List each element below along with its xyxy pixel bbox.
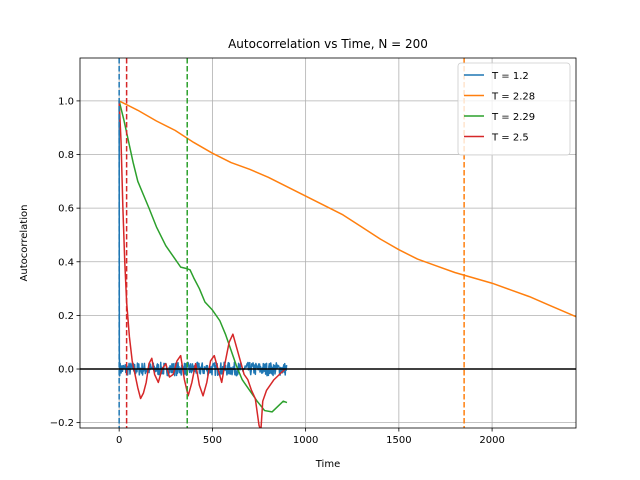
x-tick-label: 2000 [479, 435, 504, 446]
legend-entry: T = 2.29 [491, 112, 535, 123]
legend-box [457, 62, 571, 156]
x-tick-label: 1500 [386, 435, 411, 446]
legend: T = 1.2 T = 2.28 T = 2.29 T = 2.5 [457, 62, 571, 156]
y-tick-label: 0.2 [58, 311, 74, 322]
x-tick-label: 0 [116, 435, 122, 446]
series-layer [118, 100, 576, 428]
plot-frame [79, 57, 577, 429]
x-axis-label: Time [315, 459, 340, 470]
series-line-0 [118, 100, 288, 377]
y-tick-label: 1.0 [58, 96, 74, 107]
series-line-3 [118, 100, 286, 428]
chart-title: Autocorrelation vs Time, N = 200 [228, 37, 428, 51]
legend-entry: T = 2.28 [491, 92, 535, 103]
cutoff-lines [118, 58, 465, 428]
y-tick-label: 0.0 [58, 365, 74, 376]
x-tick-label: 1000 [293, 435, 318, 446]
legend-entry: T = 1.2 [491, 71, 529, 82]
series-line-2 [118, 100, 288, 413]
y-tick-label: −0.2 [50, 418, 74, 429]
axis-ticks: 0 500 1000 1500 2000 −0.2 0.0 0.2 0.4 0.6 0.8 1.0 [50, 96, 505, 446]
y-tick-label: 0.6 [58, 204, 74, 215]
x-tick-label: 500 [203, 435, 222, 446]
y-tick-label: 0.8 [58, 150, 74, 161]
series-line-1 [118, 100, 576, 318]
y-axis-label: Autocorrelation [19, 205, 30, 282]
y-tick-label: 0.4 [58, 257, 74, 268]
legend-entry: T = 2.5 [491, 133, 529, 144]
